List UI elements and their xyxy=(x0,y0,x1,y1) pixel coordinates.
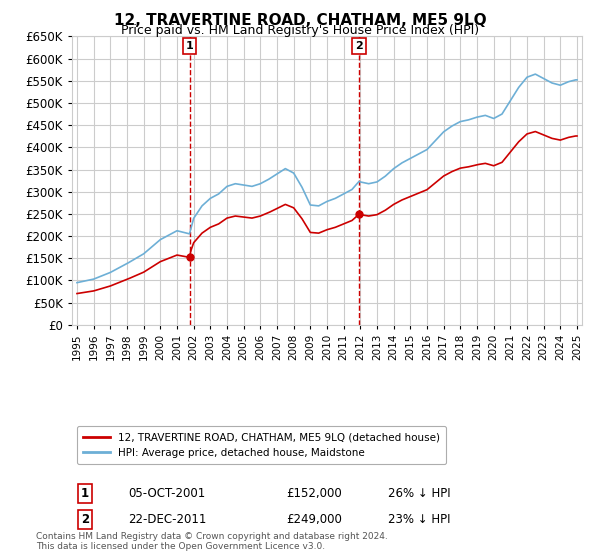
Text: 22-DEC-2011: 22-DEC-2011 xyxy=(128,513,206,526)
Text: Price paid vs. HM Land Registry's House Price Index (HPI): Price paid vs. HM Land Registry's House … xyxy=(121,24,479,37)
Text: £249,000: £249,000 xyxy=(286,513,342,526)
Text: 23% ↓ HPI: 23% ↓ HPI xyxy=(388,513,451,526)
Text: 2: 2 xyxy=(80,513,89,526)
Text: Contains HM Land Registry data © Crown copyright and database right 2024.
This d: Contains HM Land Registry data © Crown c… xyxy=(36,531,388,551)
Text: 26% ↓ HPI: 26% ↓ HPI xyxy=(388,487,451,500)
Legend: 12, TRAVERTINE ROAD, CHATHAM, ME5 9LQ (detached house), HPI: Average price, deta: 12, TRAVERTINE ROAD, CHATHAM, ME5 9LQ (d… xyxy=(77,426,446,464)
Text: 12, TRAVERTINE ROAD, CHATHAM, ME5 9LQ: 12, TRAVERTINE ROAD, CHATHAM, ME5 9LQ xyxy=(113,13,487,28)
Text: 1: 1 xyxy=(185,41,193,51)
Text: 05-OCT-2001: 05-OCT-2001 xyxy=(128,487,205,500)
Text: 1: 1 xyxy=(80,487,89,500)
Text: £152,000: £152,000 xyxy=(286,487,342,500)
Text: 2: 2 xyxy=(355,41,363,51)
